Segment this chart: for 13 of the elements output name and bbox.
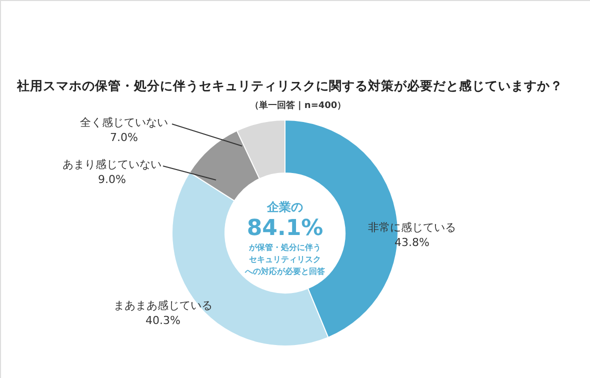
data-label: 9.0% bbox=[98, 173, 126, 186]
text: 84.1% bbox=[246, 216, 324, 241]
text: セキュリティリスク bbox=[249, 255, 321, 264]
text: への対応が必要と回答 bbox=[244, 266, 326, 276]
chart-subtitle: （単一回答 | n=400） bbox=[250, 100, 346, 111]
text: が保管・処分に伴う bbox=[248, 243, 321, 252]
chart-title: 社用スマホの保管・処分に伴うセキュリティリスクに関する対策が必要だと感じていますか？ bbox=[16, 78, 563, 93]
data-label: 40.3% bbox=[146, 314, 180, 327]
slice-label: まあまあ感じている bbox=[114, 299, 212, 312]
slice-label: あまり感じていない bbox=[62, 158, 162, 171]
slice-label: 全く感じていない bbox=[80, 116, 168, 129]
text: 企業の bbox=[266, 200, 303, 214]
data-label: 7.0% bbox=[110, 131, 138, 144]
